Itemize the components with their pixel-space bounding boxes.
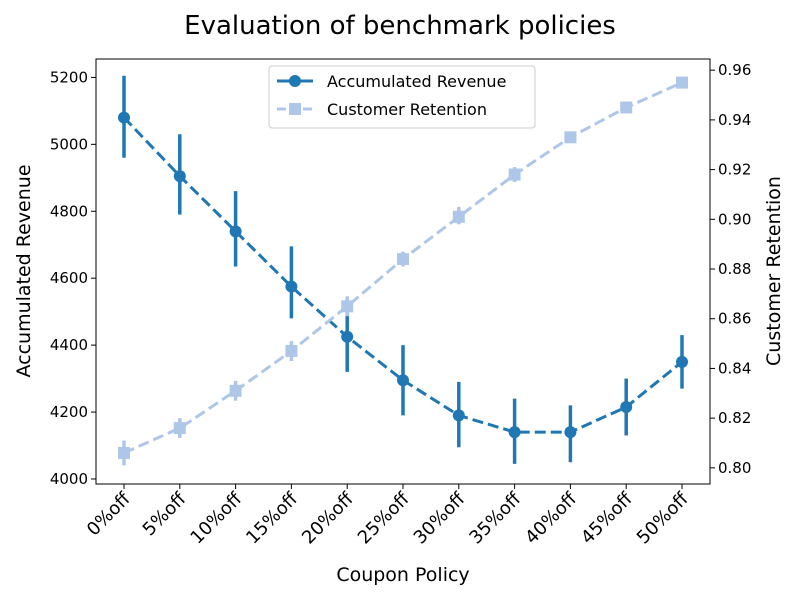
data-point (173, 422, 186, 435)
right-y-tick-label: 0.96 (718, 61, 751, 79)
right-y-tick-label: 0.86 (718, 310, 751, 328)
data-point (676, 76, 688, 89)
series-revenue (118, 75, 688, 464)
left-y-tick-label: 4800 (50, 202, 88, 220)
data-point (173, 170, 186, 183)
data-point (118, 111, 130, 124)
x-tick-label: 20%off (298, 488, 358, 548)
left-y-tick-label: 4600 (50, 269, 88, 287)
x-tick-label: 0%off (83, 488, 135, 540)
right-y-axis-title: Customer Retention (763, 176, 785, 366)
right-y-tick-label: 0.94 (718, 111, 751, 129)
legend-label-retention: Customer Retention (327, 100, 487, 119)
x-axis-title: Coupon Policy (336, 564, 469, 586)
data-point (620, 401, 633, 414)
series-line (122, 116, 683, 434)
data-point (564, 426, 577, 439)
right-y-tick-label: 0.88 (718, 260, 751, 278)
data-point (397, 374, 409, 387)
left-y-tick-label: 5000 (50, 135, 88, 153)
x-tick-label: 45%off (577, 488, 637, 548)
right-y-tick-label: 0.92 (718, 161, 751, 179)
left-y-tick-label: 5200 (50, 68, 88, 86)
left-y-tick-label: 4200 (50, 403, 88, 421)
left-y-tick-label: 4400 (50, 336, 88, 354)
legend-box (268, 65, 536, 129)
x-tick-label: 35%off (465, 488, 525, 548)
left-y-axis: 4000 4200 4400 4600 4800 5000 5200 (50, 68, 96, 488)
right-y-tick-label: 0.82 (718, 409, 751, 427)
data-point (508, 426, 521, 439)
data-point (285, 345, 298, 358)
legend-marker-revenue (289, 75, 301, 87)
data-point (452, 409, 465, 422)
data-point (341, 330, 354, 343)
right-y-tick-label: 0.84 (718, 359, 751, 377)
data-point (564, 131, 577, 144)
right-y-tick-label: 0.80 (718, 459, 751, 477)
data-point (285, 280, 298, 293)
data-point (676, 355, 688, 368)
right-y-axis: 0.80 0.82 0.84 0.86 0.88 0.90 0.92 0.94 0.96 (710, 61, 751, 477)
x-axis: 0%off 5%off10%off15%off20%off25%off30%off… (83, 484, 693, 548)
plot-area (118, 75, 688, 466)
x-tick-label: 15%off (242, 488, 302, 548)
x-tick-label: 40%off (521, 488, 581, 548)
legend: Accumulated Revenue Customer Retention (268, 65, 536, 129)
right-y-tick-label: 0.90 (718, 210, 751, 228)
left-y-axis-title: Accumulated Revenue (13, 164, 35, 377)
data-point (341, 300, 354, 313)
legend-label-revenue: Accumulated Revenue (327, 72, 506, 91)
x-tick-label: 30%off (410, 488, 470, 548)
data-point (508, 168, 521, 181)
legend-marker-retention (289, 103, 301, 115)
x-tick-label: 50%off (633, 488, 693, 548)
data-point (118, 446, 130, 459)
series-retention (118, 76, 688, 466)
data-point (620, 101, 633, 114)
chart-title: Evaluation of benchmark policies (184, 11, 616, 41)
data-point (229, 225, 242, 238)
data-point (397, 253, 409, 266)
x-tick-label: 5%off (139, 488, 191, 540)
x-tick-label: 25%off (354, 488, 414, 548)
x-tick-label: 10%off (186, 488, 246, 548)
data-point (452, 210, 465, 223)
data-point (229, 384, 242, 397)
left-y-tick-label: 4000 (50, 470, 88, 488)
